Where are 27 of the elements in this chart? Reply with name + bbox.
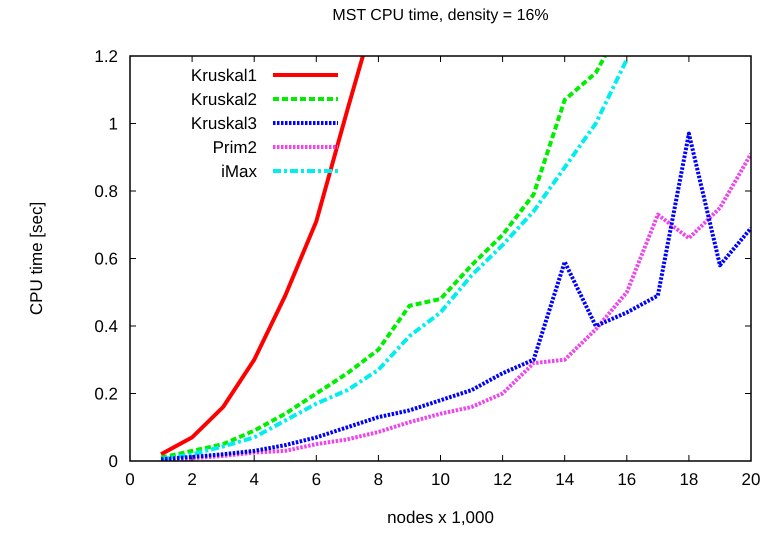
x-tick-label: 12 — [493, 470, 512, 489]
x-tick-label: 6 — [312, 470, 322, 489]
y-tick-label: 0.4 — [94, 317, 118, 336]
line-series — [159, 56, 365, 456]
x-tick-label: 16 — [617, 470, 636, 489]
legend-label: Kruskal3 — [190, 114, 257, 133]
legend-label: iMax — [221, 162, 258, 181]
x-tick-label: 14 — [555, 470, 574, 489]
y-tick-label: 0.2 — [94, 384, 118, 404]
legend-label: Prim2 — [212, 138, 257, 157]
y-tick-label: 1.2 — [94, 47, 118, 66]
x-tick-label: 8 — [374, 470, 384, 489]
legend-label: Kruskal2 — [190, 90, 257, 109]
x-tick-label: 0 — [125, 470, 135, 489]
x-tick-label: 18 — [679, 470, 698, 489]
y-tick-label: 1 — [108, 114, 118, 134]
legend-label: Kruskal1 — [190, 66, 257, 85]
y-axis-title: CPU time [sec] — [27, 202, 46, 316]
x-tick-label: 20 — [742, 470, 760, 489]
y-tick-label: 0.6 — [94, 250, 118, 268]
x-tick-label: 2 — [187, 470, 197, 489]
x-tick-label: 10 — [431, 470, 450, 489]
y-tick-label: 0.8 — [94, 182, 118, 201]
x-axis-title: nodes x 1,000 — [387, 508, 494, 527]
chart-title: MST CPU time, density = 16% — [332, 7, 549, 24]
y-tick-label: 0 — [108, 452, 118, 471]
x-tick-label: 4 — [249, 470, 259, 489]
